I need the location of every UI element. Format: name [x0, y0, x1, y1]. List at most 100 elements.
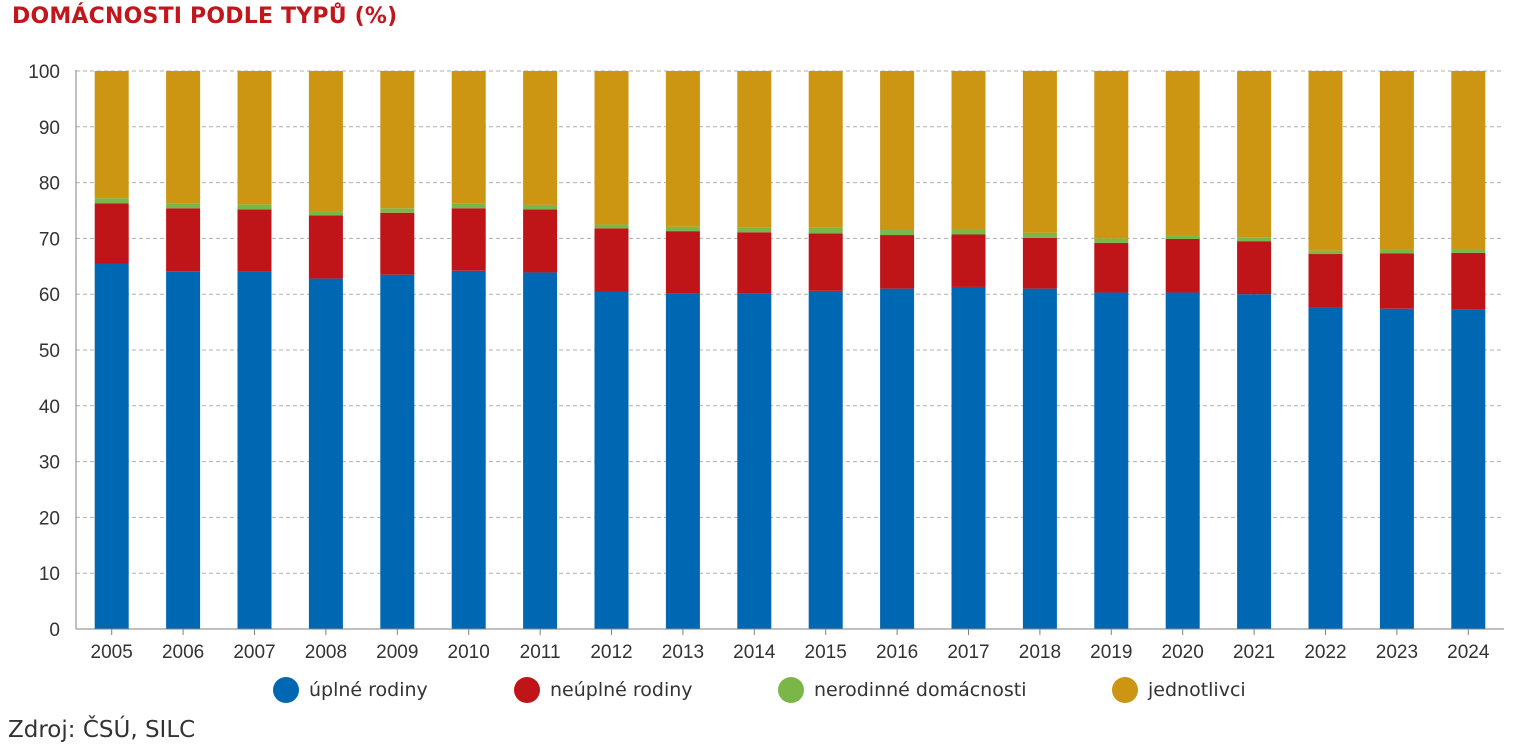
bar-segment-2009-s2: [380, 208, 415, 213]
bar-segment-2006-s3: [166, 71, 201, 204]
bar-segment-2022-s1: [1308, 254, 1343, 308]
x-tick-label-2012: 2012: [590, 642, 632, 663]
bar-segment-2019-s1: [1094, 242, 1129, 293]
x-tick-label-2014: 2014: [733, 642, 776, 663]
x-tick-label-2009: 2009: [376, 642, 418, 663]
grid-lines: [76, 70, 1504, 574]
legend: úplné rodiny neúplné rodiny nerodinné domá…: [0, 673, 1523, 707]
x-tick-label-2021: 2021: [1233, 642, 1275, 663]
bar-segment-2023-s1: [1379, 253, 1414, 309]
x-tick-label-2018: 2018: [1019, 642, 1061, 663]
bar-segment-2014-s3: [737, 71, 772, 228]
legend-swatch: [1112, 677, 1138, 703]
bar-segment-2021-s3: [1237, 71, 1272, 238]
legend-item: jednotlivci: [1112, 673, 1246, 707]
bars: [94, 71, 1486, 629]
x-tick-label-2007: 2007: [233, 642, 275, 663]
bar-segment-2018-s3: [1022, 71, 1057, 233]
x-tick-label-2016: 2016: [876, 642, 918, 663]
bar-segment-2005-s3: [94, 71, 129, 199]
y-tick-label: 90: [39, 118, 60, 139]
bar-segment-2016-s2: [880, 230, 915, 236]
bar-segment-2007-s3: [237, 71, 272, 205]
bar-segment-2013-s3: [665, 71, 700, 227]
bar-segment-2019-s2: [1094, 238, 1129, 243]
bar-segment-2005-s0: [94, 263, 129, 629]
bar-segment-2010-s2: [451, 203, 486, 209]
bar-segment-2021-s2: [1237, 237, 1272, 242]
bar-segment-2024-s3: [1451, 71, 1486, 250]
bar-segment-2005-s1: [94, 203, 129, 264]
legend-label: úplné rodiny: [309, 679, 428, 701]
y-tick-label: 50: [39, 341, 60, 362]
bar-segment-2007-s0: [237, 271, 272, 629]
x-tick-label-2005: 2005: [91, 642, 133, 663]
bar-segment-2022-s2: [1308, 250, 1343, 255]
bar-segment-2023-s3: [1379, 71, 1414, 250]
x-tick-label-2020: 2020: [1162, 642, 1204, 663]
legend-swatch: [273, 677, 299, 703]
bar-segment-2010-s0: [451, 270, 486, 629]
bar-segment-2020-s2: [1165, 235, 1200, 239]
bar-segment-2008-s3: [308, 71, 343, 212]
bar-segment-2019-s0: [1094, 292, 1129, 629]
x-tick-label-2022: 2022: [1304, 642, 1346, 663]
bar-segment-2020-s0: [1165, 292, 1200, 629]
bar-segment-2018-s2: [1022, 232, 1057, 238]
x-tick-label-2010: 2010: [448, 642, 490, 663]
x-tick-label-2015: 2015: [805, 642, 847, 663]
bar-segment-2011-s2: [523, 204, 558, 210]
bar-segment-2006-s0: [166, 271, 201, 629]
legend-label: neúplné rodiny: [550, 679, 693, 701]
bar-segment-2022-s3: [1308, 71, 1343, 251]
legend-item: nerodinné domácnosti: [778, 673, 1026, 707]
bar-segment-2011-s3: [523, 71, 558, 205]
bar-segment-2006-s2: [166, 203, 201, 209]
bar-segment-2018-s0: [1022, 288, 1057, 629]
bar-segment-2021-s1: [1237, 241, 1272, 295]
bar-segment-2009-s3: [380, 71, 415, 209]
bar-segment-2012-s3: [594, 71, 629, 225]
bar-segment-2015-s3: [808, 71, 843, 228]
x-tick-label-2019: 2019: [1090, 642, 1132, 663]
bar-segment-2023-s2: [1379, 249, 1414, 254]
bar-segment-2012-s0: [594, 291, 629, 629]
bar-segment-2017-s2: [951, 229, 986, 235]
bar-segment-2019-s3: [1094, 71, 1129, 239]
x-tick-label-2011: 2011: [520, 642, 561, 663]
bar-segment-2011-s0: [523, 272, 558, 629]
bar-segment-2015-s0: [808, 290, 843, 629]
bar-segment-2016-s1: [880, 235, 915, 289]
chart-title: DOMÁCNOSTI PODLE TYPŮ (%): [12, 4, 398, 29]
y-tick-labels: 0 10 20 30 40 50 60 70 80 90 100: [28, 62, 60, 641]
bar-segment-2010-s3: [451, 71, 486, 204]
x-tick-label-2017: 2017: [947, 642, 989, 663]
legend-item: úplné rodiny: [273, 673, 428, 707]
x-tick-label-2024: 2024: [1447, 642, 1490, 663]
bar-segment-2013-s0: [665, 293, 700, 629]
source-note: Zdroj: ČSÚ, SILC: [8, 717, 196, 743]
y-tick-label: 30: [39, 453, 60, 474]
legend-label: nerodinné domácnosti: [814, 679, 1027, 701]
bar-segment-2015-s1: [808, 233, 843, 291]
bar-segment-2024-s0: [1451, 309, 1486, 629]
bar-segment-2008-s1: [308, 215, 343, 279]
bar-segment-2020-s1: [1165, 238, 1200, 293]
y-tick-label: 60: [39, 285, 60, 306]
y-tick-label: 20: [39, 508, 60, 529]
legend-item: neúplné rodiny: [514, 673, 693, 707]
y-tick-label: 80: [39, 174, 60, 195]
y-tick-label: 40: [39, 397, 60, 418]
bar-segment-2012-s1: [594, 228, 629, 292]
bar-segment-2024-s1: [1451, 252, 1486, 310]
legend-swatch: [778, 677, 804, 703]
y-tick-label: 100: [28, 62, 60, 83]
bar-segment-2022-s0: [1308, 307, 1343, 629]
bar-segment-2021-s0: [1237, 294, 1272, 629]
bar-segment-2017-s0: [951, 286, 986, 629]
bar-segment-2008-s0: [308, 278, 343, 629]
legend-swatch: [514, 677, 540, 703]
x-tick-label-2008: 2008: [305, 642, 347, 663]
bar-segment-2014-s2: [737, 227, 772, 233]
